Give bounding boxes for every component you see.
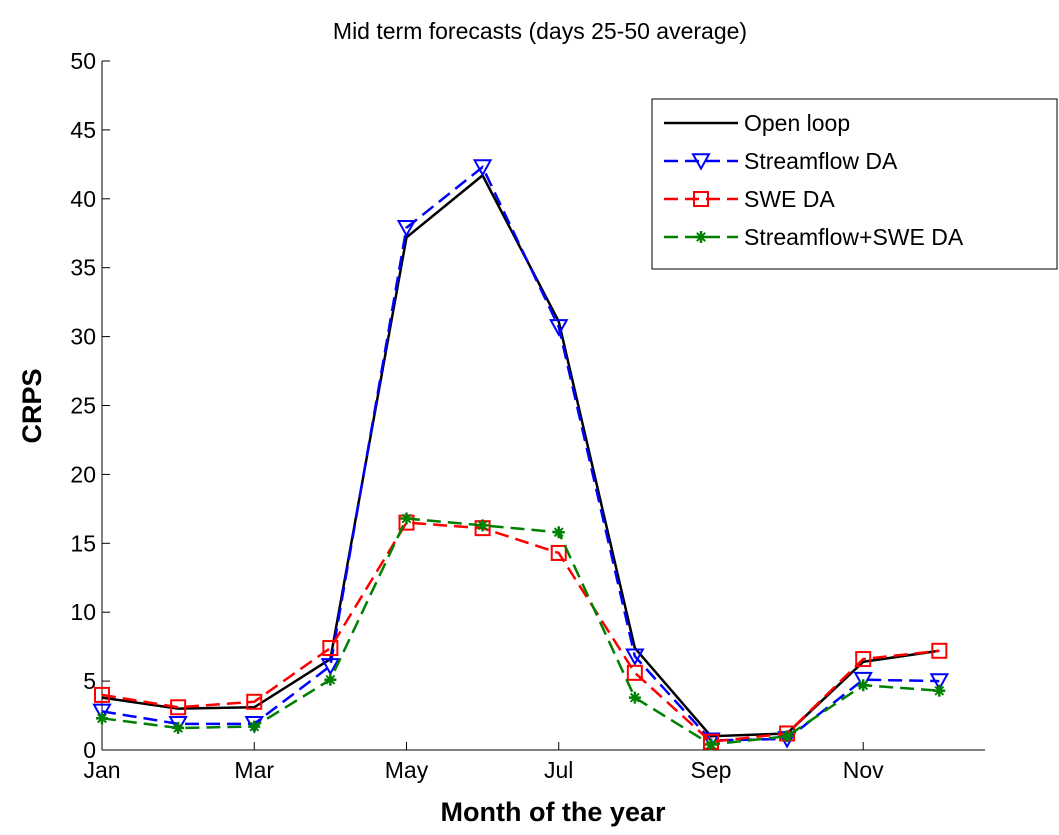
legend-marker <box>693 191 709 207</box>
data-point-streamflow-da <box>929 673 950 691</box>
y-tick-label: 45 <box>70 117 96 143</box>
series-swe-da <box>94 514 948 750</box>
data-point-streamflow-swe-da <box>96 712 108 725</box>
data-point-streamflow-swe-da <box>248 720 261 733</box>
series-layer <box>92 159 950 751</box>
y-tick-label: 10 <box>70 599 96 625</box>
legend-entry-open-loop: Open loop <box>664 110 850 136</box>
legend-label: SWE DA <box>744 186 835 212</box>
legend-entry-swe-da: SWE DA <box>664 186 835 212</box>
y-axis-title: CRPS <box>17 368 47 443</box>
y-tick-label: 15 <box>70 530 96 556</box>
data-point-swe-da <box>931 642 948 659</box>
chart-title: Mid term forecasts (days 25-50 average) <box>333 18 747 44</box>
data-point-streamflow-da <box>625 648 645 666</box>
data-point-swe-da <box>322 640 339 657</box>
x-axis: Jan Mar May Jul Sep Nov <box>83 742 884 783</box>
legend: Open loop Streamflow DA SWE DA Streamflow+S… <box>651 98 1058 270</box>
legend-entry-streamflow-swe-da: Streamflow+SWE DA <box>664 224 964 250</box>
data-point-streamflow-swe-da <box>781 730 794 743</box>
series-line-streamflow-swe-da <box>101 517 940 746</box>
y-axis: 0 5 10 15 20 25 30 35 40 45 50 <box>70 48 110 763</box>
x-tick-label: Jan <box>83 757 120 783</box>
data-point-streamflow-swe-da <box>172 721 185 734</box>
data-point-swe-da <box>246 693 263 710</box>
legend-entry-streamflow-da: Streamflow DA <box>664 148 898 174</box>
x-tick-label: May <box>385 757 429 783</box>
data-point-streamflow-swe-da <box>400 512 413 525</box>
y-tick-label: 40 <box>70 186 96 212</box>
data-point-streamflow-swe-da <box>933 684 946 697</box>
y-tick-label: 25 <box>70 393 96 419</box>
legend-label: Streamflow+SWE DA <box>744 224 964 250</box>
y-tick-label: 30 <box>70 324 96 350</box>
data-point-streamflow-da <box>396 219 417 238</box>
data-point-swe-da <box>855 651 872 668</box>
data-point-streamflow-da <box>472 159 493 177</box>
data-point-streamflow-swe-da <box>628 691 641 704</box>
series-streamflow-swe-da <box>96 512 946 751</box>
data-point-streamflow-swe-da <box>552 526 565 539</box>
x-tick-label: Sep <box>690 757 731 783</box>
data-point-streamflow-da <box>92 703 112 722</box>
data-point-streamflow-swe-da <box>324 673 337 686</box>
data-point-streamflow-swe-da <box>704 738 717 751</box>
data-point-swe-da <box>550 544 567 561</box>
x-tick-label: Nov <box>843 757 884 783</box>
x-tick-label: Jul <box>544 757 573 783</box>
legend-label: Streamflow DA <box>744 148 898 174</box>
x-tick-label: Mar <box>234 757 274 783</box>
data-point-swe-da <box>626 664 643 681</box>
legend-marker <box>691 153 711 171</box>
data-point-swe-da <box>94 686 110 703</box>
data-point-streamflow-da <box>320 658 341 676</box>
legend-label: Open loop <box>744 110 850 136</box>
y-tick-label: 20 <box>70 461 96 487</box>
legend-marker <box>695 231 707 243</box>
series-line-swe-da <box>101 521 940 744</box>
legend-box <box>651 98 1058 270</box>
data-point-streamflow-swe-da <box>476 519 489 532</box>
y-tick-label: 5 <box>83 668 96 694</box>
x-axis-title: Month of the year <box>440 797 665 827</box>
y-tick-label: 0 <box>83 737 96 763</box>
data-point-swe-da <box>170 699 187 716</box>
data-point-streamflow-da <box>549 319 569 337</box>
y-tick-label: 35 <box>70 255 96 281</box>
data-point-streamflow-da <box>853 671 873 690</box>
y-tick-label: 50 <box>70 48 96 74</box>
data-point-streamflow-swe-da <box>857 679 870 692</box>
